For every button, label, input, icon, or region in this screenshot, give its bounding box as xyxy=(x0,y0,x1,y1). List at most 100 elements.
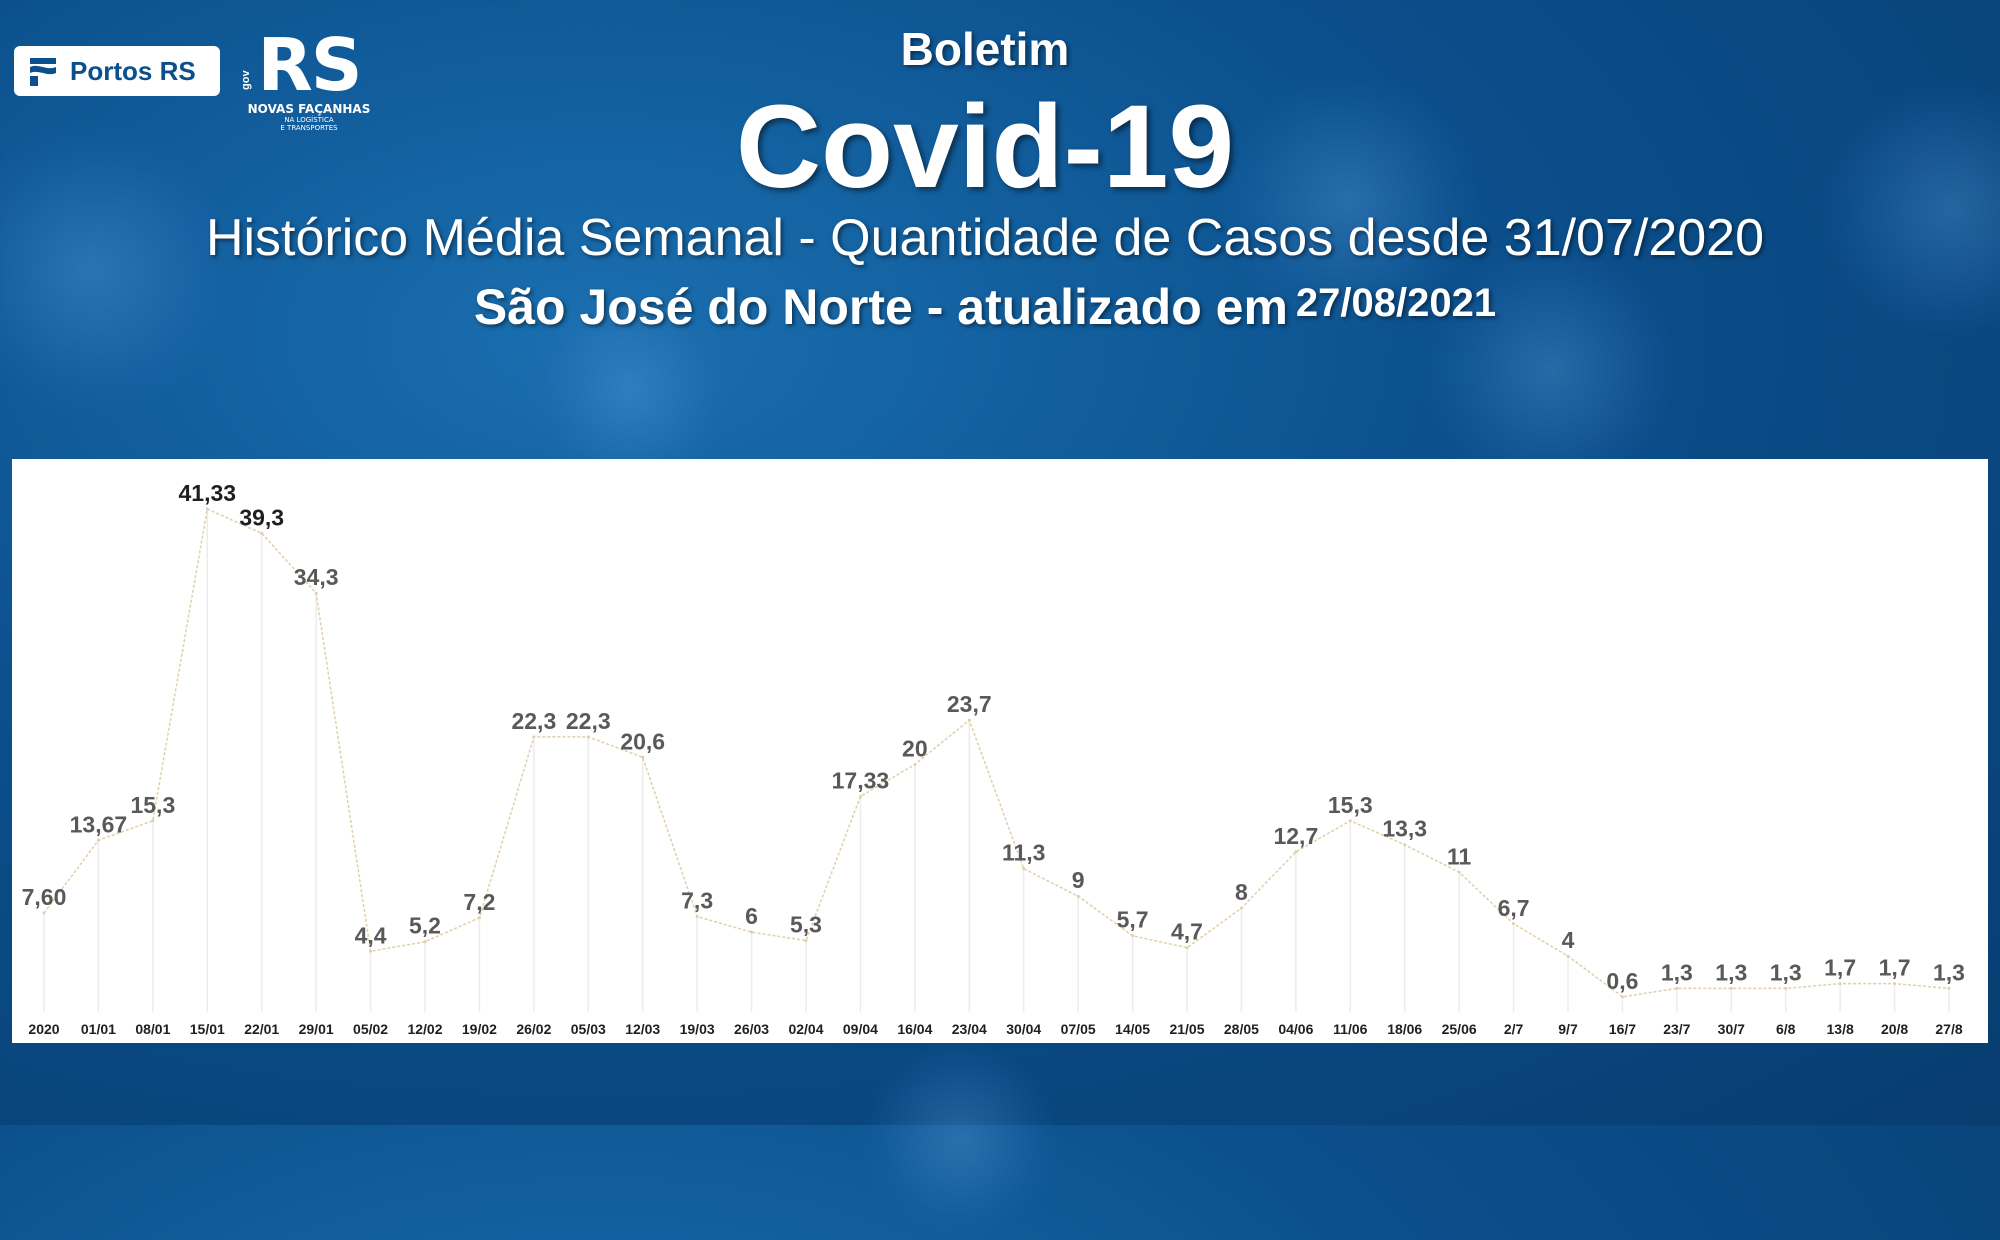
page-title: Covid-19 xyxy=(735,81,1235,213)
virus-decoration xyxy=(1420,240,1680,500)
data-label: 22,3 xyxy=(566,708,611,734)
x-tick-label: 2/7 xyxy=(1504,1021,1524,1037)
data-point xyxy=(1675,986,1679,990)
x-tick-label: 08/01 xyxy=(135,1021,170,1037)
data-point xyxy=(314,591,318,595)
virus-decoration xyxy=(860,1040,1060,1240)
data-label: 15,3 xyxy=(130,792,175,818)
virus-decoration xyxy=(1220,70,1480,330)
x-tick-label: 26/02 xyxy=(516,1021,551,1037)
virus-decoration xyxy=(0,120,240,420)
x-tick-label: 11/06 xyxy=(1333,1021,1367,1037)
data-label: 5,2 xyxy=(409,913,441,939)
data-label: 13,67 xyxy=(70,811,128,837)
x-tick-label: 19/03 xyxy=(680,1021,715,1037)
data-point xyxy=(96,838,100,842)
x-tick-label: 19/02 xyxy=(462,1021,497,1037)
data-point xyxy=(1185,946,1189,950)
data-label: 11 xyxy=(1447,843,1472,869)
data-point xyxy=(260,531,264,535)
portos-rs-logo: Portos RS xyxy=(14,46,220,96)
data-label: 4 xyxy=(1562,927,1575,953)
rs-logo-slogan-line1: NA LOGÍSTICA xyxy=(284,116,334,124)
data-label: 4,7 xyxy=(1171,919,1203,945)
data-label: 6 xyxy=(745,903,758,929)
x-tick-label: 20/8 xyxy=(1881,1021,1908,1037)
x-tick-label: 30/7 xyxy=(1718,1021,1745,1037)
data-label: 1,3 xyxy=(1933,959,1965,985)
data-point xyxy=(967,718,971,722)
data-point xyxy=(205,507,209,511)
x-tick-label: 26/03 xyxy=(734,1021,769,1037)
data-label: 7,60 xyxy=(22,884,67,910)
portos-wave-icon xyxy=(30,58,56,86)
rs-gov-logo: gov RS NOVAS FAÇANHAS NA LOGÍSTICA E TRA… xyxy=(240,23,374,150)
data-point xyxy=(1294,850,1298,854)
data-point xyxy=(423,940,427,944)
data-label: 17,33 xyxy=(832,767,890,793)
data-point xyxy=(695,915,699,919)
data-label: 34,3 xyxy=(294,564,339,590)
boletim-heading: Boletim xyxy=(900,23,1070,75)
data-point xyxy=(151,819,155,823)
data-point xyxy=(1076,894,1080,898)
x-tick-label: 16/04 xyxy=(897,1021,932,1037)
rs-logo-slogan-line2: E TRANSPORTES xyxy=(280,124,338,132)
data-point xyxy=(1457,870,1461,874)
x-tick-label: 29/01 xyxy=(299,1021,334,1037)
data-label: 5,3 xyxy=(790,912,822,938)
x-tick-label: 23/04 xyxy=(952,1021,987,1037)
data-point xyxy=(477,916,481,920)
data-label: 1,7 xyxy=(1879,955,1911,981)
location-line: São José do Norte - atualizado em 27/08/2… xyxy=(0,278,1970,336)
x-tick-label: 07/05 xyxy=(1061,1021,1096,1037)
data-label: 9 xyxy=(1072,867,1085,893)
data-point xyxy=(1620,995,1624,999)
data-point xyxy=(1348,819,1352,823)
data-label: 1,7 xyxy=(1824,955,1856,981)
x-tick-label: 6/8 xyxy=(1776,1021,1796,1037)
data-label: 1,3 xyxy=(1715,959,1747,985)
data-point xyxy=(1947,986,1951,990)
x-tick-label: 09/04 xyxy=(843,1021,878,1037)
x-tick-label: 9/7 xyxy=(1558,1021,1578,1037)
data-label: 13,3 xyxy=(1382,816,1427,842)
data-label: 5,7 xyxy=(1117,907,1149,933)
data-label: 20,6 xyxy=(620,728,665,754)
data-label: 22,3 xyxy=(511,708,556,734)
x-tick-label: 05/02 xyxy=(353,1021,388,1037)
data-point xyxy=(1729,986,1733,990)
data-point xyxy=(1893,982,1897,986)
data-label: 23,7 xyxy=(947,691,992,717)
portos-rs-label: Portos RS xyxy=(70,55,196,86)
data-label: 20 xyxy=(902,735,928,761)
x-tick-label: 21/05 xyxy=(1169,1021,1204,1037)
x-tick-label: 01/01 xyxy=(81,1021,116,1037)
x-tick-label: 12/02 xyxy=(407,1021,442,1037)
x-tick-label: 16/7 xyxy=(1609,1021,1636,1037)
rs-logo-letters: RS xyxy=(257,23,362,107)
location-text: São José do Norte - atualizado em xyxy=(473,279,1288,335)
series-line xyxy=(43,507,1950,998)
data-point xyxy=(804,939,808,943)
data-label: 41,33 xyxy=(179,480,237,506)
data-point xyxy=(369,949,373,953)
x-tick-label: 25/06 xyxy=(1442,1021,1477,1037)
data-point xyxy=(1838,982,1842,986)
x-tick-label: 04/06 xyxy=(1278,1021,1313,1037)
x-tick-label: 23/7 xyxy=(1663,1021,1690,1037)
data-label: 6,7 xyxy=(1498,895,1530,921)
data-point xyxy=(1784,986,1788,990)
data-point xyxy=(641,755,645,759)
data-point xyxy=(42,911,46,915)
data-point xyxy=(1239,906,1243,910)
x-tick-label: 30/04 xyxy=(1006,1021,1041,1037)
data-label: 1,3 xyxy=(1661,959,1693,985)
x-tick-label: 27/8 xyxy=(1935,1021,1962,1037)
data-label: 15,3 xyxy=(1328,792,1373,818)
x-tick-label: 18/06 xyxy=(1387,1021,1422,1037)
rs-logo-slogan: NOVAS FAÇANHAS xyxy=(247,102,371,116)
x-tick-label: 13/8 xyxy=(1827,1021,1854,1037)
x-tick-label: 28/05 xyxy=(1224,1021,1259,1037)
